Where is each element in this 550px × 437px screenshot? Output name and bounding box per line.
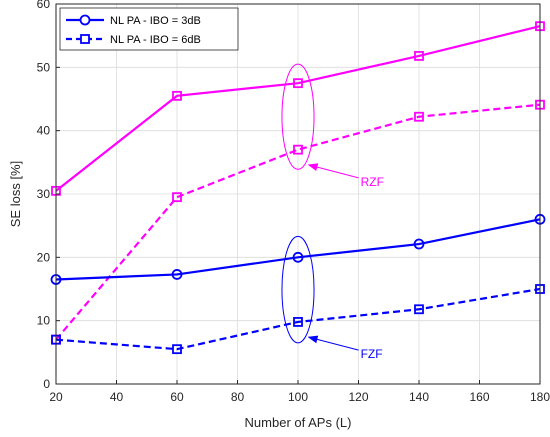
data-point	[172, 344, 182, 355]
series-layer	[50, 21, 546, 355]
legend-entry-ibo-3db: NL PA - IBO = 3dB	[66, 14, 201, 27]
x-tick-label: 160	[469, 390, 489, 404]
series-line	[55, 218, 541, 281]
x-tick-label: 180	[530, 390, 550, 404]
legend: NL PA - IBO = 3dB NL PA - IBO = 6dB	[59, 7, 239, 51]
data-point	[172, 192, 182, 203]
annotation-rzf: RZF	[281, 63, 384, 189]
data-point	[413, 238, 425, 250]
y-tick-label: 10	[37, 314, 51, 328]
annotation-ellipse	[281, 235, 315, 344]
x-tick-label: 20	[49, 390, 63, 404]
series-line	[55, 25, 541, 192]
legend-entry-ibo-6db: NL PA - IBO = 6dB	[66, 34, 201, 46]
data-point	[293, 144, 303, 155]
legend-label-ibo-6db: NL PA - IBO = 6dB	[110, 34, 201, 46]
x-tick-label: 60	[170, 390, 184, 404]
y-axis-title: SE loss [%]	[8, 161, 23, 227]
series-line	[55, 287, 541, 351]
data-point	[172, 90, 182, 101]
x-tick-label: 80	[231, 390, 245, 404]
data-point	[292, 251, 304, 263]
data-point	[171, 269, 183, 280]
series-line	[55, 103, 541, 341]
x-tick-label: 100	[288, 390, 308, 404]
annotation-arrow	[307, 163, 359, 179]
y-tick-label: 30	[37, 187, 51, 201]
annotation-label: RZF	[361, 175, 384, 189]
legend-label-ibo-3db: NL PA - IBO = 3dB	[110, 15, 201, 27]
y-tick-label: 0	[43, 377, 50, 391]
y-tick-label: 50	[37, 60, 51, 74]
ticks: 20 40 60 80 100 120 140 160 180 0 10 20 30 40 50 60	[37, 0, 550, 404]
annotation-layer: RZF FZF	[281, 63, 384, 361]
data-point	[293, 78, 303, 89]
y-tick-label: 20	[37, 250, 51, 264]
x-tick-label: 140	[409, 390, 429, 404]
x-tick-label: 120	[348, 390, 368, 404]
y-tick-label: 60	[37, 0, 51, 11]
data-point	[293, 317, 303, 327]
annotation-fzf: FZF	[281, 235, 383, 361]
annotation-ellipse	[281, 63, 315, 170]
x-axis-title: Number of APs (L)	[245, 415, 352, 430]
data-point	[414, 51, 424, 61]
legend-marker-ibo-6db	[80, 34, 90, 44]
legend-marker-ibo-3db	[79, 14, 91, 26]
x-tick-label: 40	[110, 390, 124, 404]
data-point	[414, 304, 424, 315]
data-point	[414, 111, 424, 122]
annotation-label: FZF	[361, 347, 383, 361]
series-fzf-ibo-6db	[51, 284, 545, 355]
annotation-arrow	[307, 335, 359, 351]
y-tick-label: 40	[37, 124, 51, 138]
